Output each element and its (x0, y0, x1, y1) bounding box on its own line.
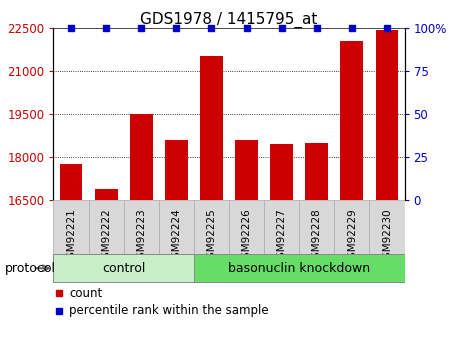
Bar (165, 140, 188, 200)
Bar (235, 140, 258, 200)
FancyBboxPatch shape (299, 200, 334, 254)
FancyBboxPatch shape (194, 254, 405, 282)
Bar (270, 144, 293, 200)
Bar (60, 164, 82, 200)
Bar (376, 30, 399, 200)
Text: GSM92221: GSM92221 (66, 208, 76, 265)
FancyBboxPatch shape (53, 200, 88, 254)
Text: GSM92222: GSM92222 (101, 208, 111, 265)
Text: GSM92229: GSM92229 (347, 208, 357, 265)
FancyBboxPatch shape (159, 200, 194, 254)
Bar (340, 41, 363, 200)
Text: protocol: protocol (5, 262, 56, 275)
FancyBboxPatch shape (194, 200, 229, 254)
FancyBboxPatch shape (334, 200, 369, 254)
Bar (200, 56, 223, 200)
Text: GSM92230: GSM92230 (382, 208, 392, 265)
FancyBboxPatch shape (88, 200, 124, 254)
Bar (306, 142, 328, 200)
Text: GSM92223: GSM92223 (136, 208, 146, 265)
FancyBboxPatch shape (264, 200, 299, 254)
Text: basonuclin knockdown: basonuclin knockdown (228, 262, 370, 275)
Text: GSM92224: GSM92224 (171, 208, 181, 265)
Text: GSM92225: GSM92225 (206, 208, 217, 265)
Text: count: count (69, 287, 102, 300)
FancyBboxPatch shape (53, 254, 194, 282)
FancyBboxPatch shape (124, 200, 159, 254)
Text: GSM92226: GSM92226 (241, 208, 252, 265)
Bar (130, 114, 153, 200)
Bar (95, 189, 118, 200)
Text: GSM92227: GSM92227 (277, 208, 287, 265)
Text: percentile rank within the sample: percentile rank within the sample (69, 304, 269, 317)
Text: GSM92228: GSM92228 (312, 208, 322, 265)
Title: GDS1978 / 1415795_at: GDS1978 / 1415795_at (140, 11, 318, 28)
FancyBboxPatch shape (369, 200, 405, 254)
Text: control: control (102, 262, 146, 275)
FancyBboxPatch shape (229, 200, 264, 254)
